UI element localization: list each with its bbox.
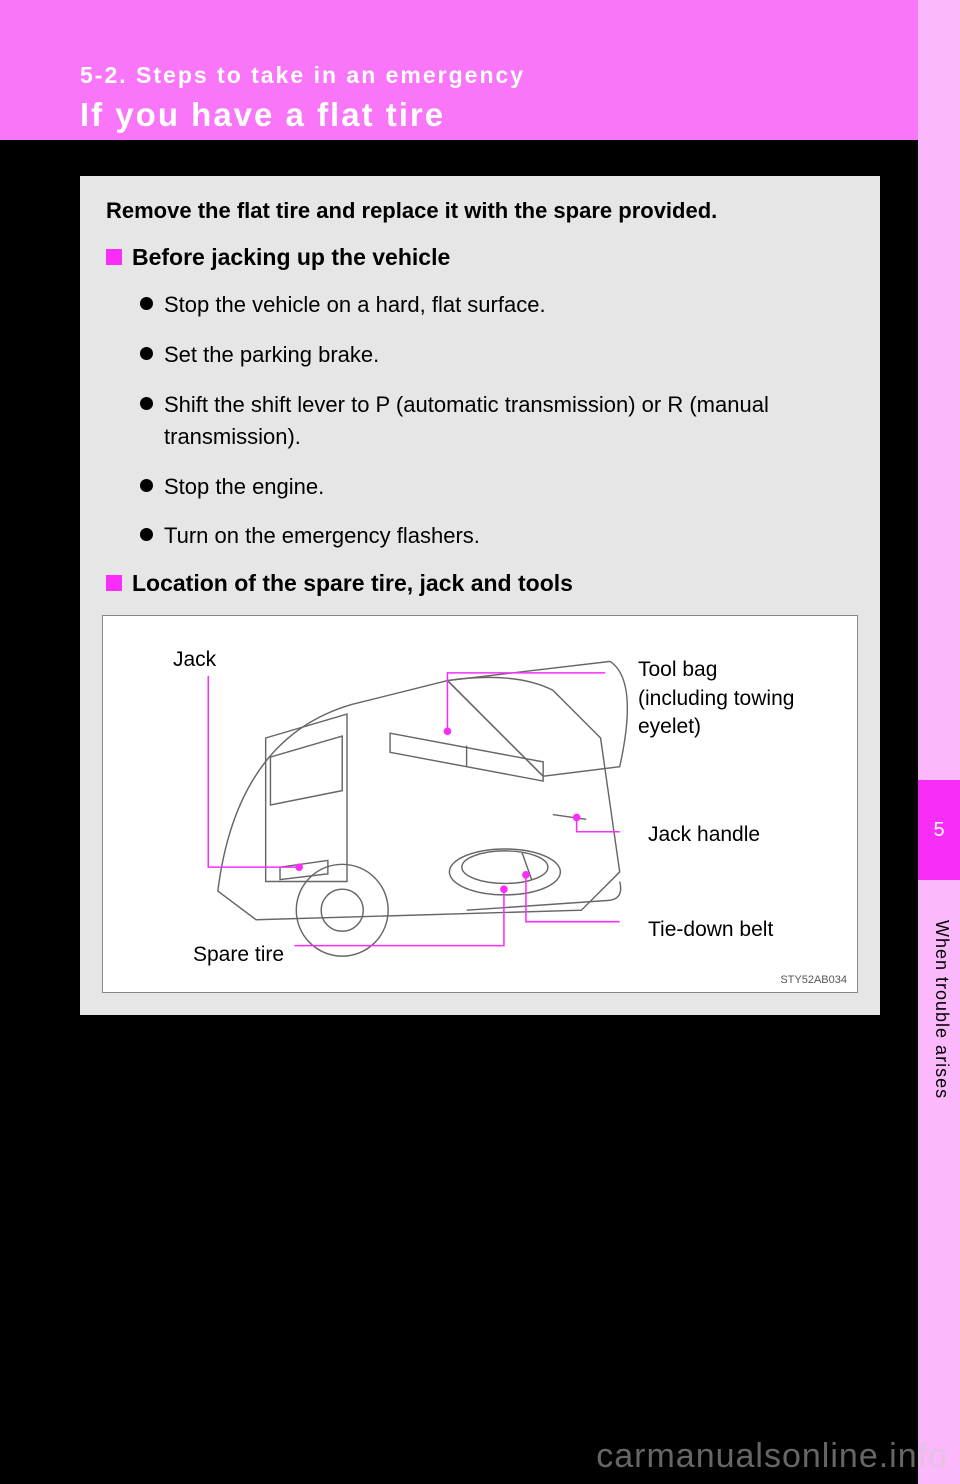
bullet-item: Stop the engine.	[140, 471, 862, 503]
diagram-label-jack: Jack	[173, 646, 216, 674]
intro-text: Remove the flat tire and replace it with…	[106, 198, 862, 224]
subheading-text: Location of the spare tire, jack and too…	[132, 570, 573, 596]
bullet-item: Set the parking brake.	[140, 339, 862, 371]
diagram-label-jack-handle: Jack handle	[648, 821, 760, 849]
subheading-before-jacking: Before jacking up the vehicle	[106, 244, 862, 271]
bullet-item: Turn on the emergency flashers.	[140, 520, 862, 552]
bullet-item: Shift the shift lever to P (automatic tr…	[140, 389, 862, 453]
page-title: If you have a flat tire	[80, 96, 445, 134]
diagram-code: STY52AB034	[780, 974, 847, 986]
chapter-number: 5	[933, 819, 944, 842]
content-box: Remove the flat tire and replace it with…	[80, 176, 880, 1015]
chapter-tab: 5	[918, 780, 960, 880]
side-band	[918, 0, 960, 1484]
bullet-item: Stop the vehicle on a hard, flat surface…	[140, 289, 862, 321]
diagram-label-tie-down-belt: Tie-down belt	[648, 916, 773, 944]
square-bullet-icon	[106, 575, 122, 591]
subheading-location: Location of the spare tire, jack and too…	[106, 570, 862, 597]
subheading-text: Before jacking up the vehicle	[132, 244, 450, 270]
diagram-label-tool-bag: Tool bag (including towing eyelet)	[638, 656, 794, 741]
diagram-container: Jack Spare tire Tool bag (including towi…	[102, 615, 858, 993]
watermark: carmanualsonline.info	[596, 1437, 948, 1476]
bullet-list: Stop the vehicle on a hard, flat surface…	[140, 289, 862, 552]
square-bullet-icon	[106, 249, 122, 265]
diagram-label-spare-tire: Spare tire	[193, 941, 284, 969]
chapter-title-vertical: When trouble arises	[931, 920, 952, 1099]
section-number: 5-2. Steps to take in an emergency	[80, 62, 525, 89]
